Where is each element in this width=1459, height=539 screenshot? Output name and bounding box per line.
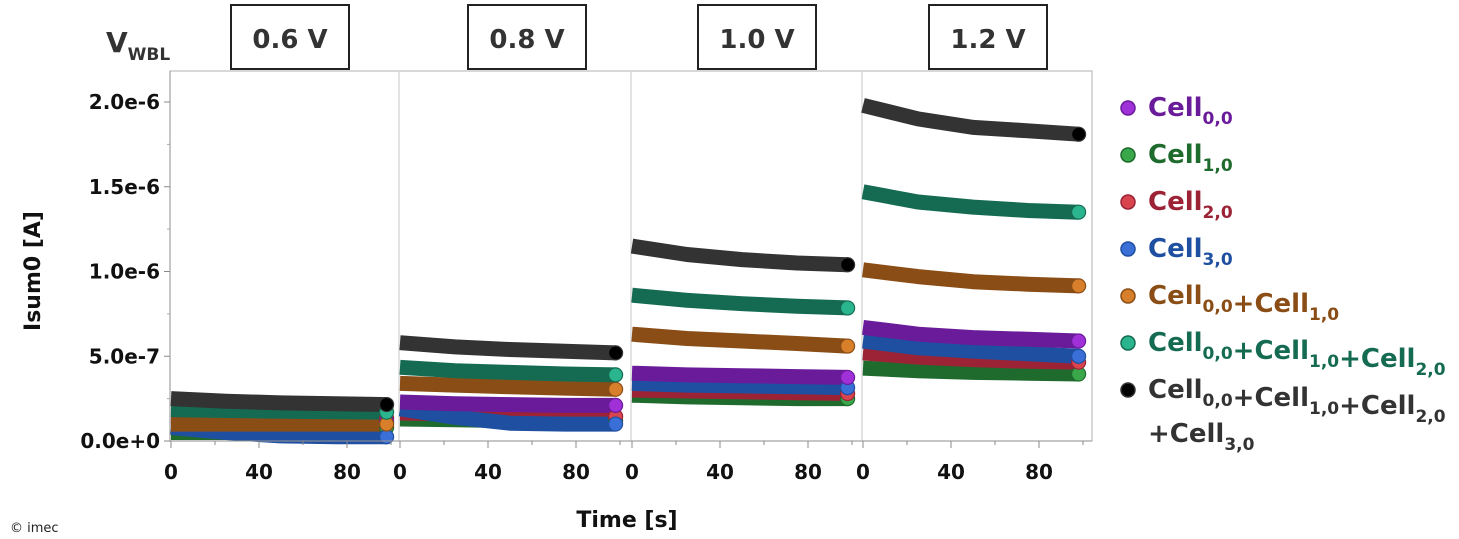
x-tick-label: 0 [625, 460, 639, 484]
legend-label: Cell1,0 [1148, 140, 1233, 176]
legend-marker-icon [1120, 100, 1136, 116]
series-end-marker [1070, 333, 1087, 349]
legend-item-c10: Cell1,0 [1120, 140, 1233, 176]
series-band [631, 287, 848, 316]
legend-label: Cell0,0+Cell1,0+Cell2,0 [1148, 375, 1446, 427]
x-axis-title: Time [s] [576, 508, 677, 533]
y-tick-label: 0.0e+0 [80, 429, 160, 453]
series-band [399, 394, 616, 413]
series-band [861, 184, 1079, 220]
voltage-label: 1.2 V [950, 25, 1025, 55]
legend-marker-icon [1120, 335, 1136, 351]
y-tick-label: 1.5e-6 [89, 175, 160, 199]
panel-dividers [398, 71, 863, 441]
series-band [399, 375, 616, 397]
y-axis: 0.0e+0 5.0e-7 1.0e-6 1.5e-6 2.0e-6 [80, 71, 171, 453]
legend-label-continued: +Cell3,0 [1148, 419, 1255, 455]
legend-label: Cell3,0 [1148, 234, 1233, 270]
series-end-marker [607, 381, 624, 397]
legend-item-c00_10_20_30: Cell0,0+Cell1,0+Cell2,0+Cell3,0 [1120, 375, 1446, 455]
legend-marker-icon [1120, 288, 1136, 304]
voltage-header: VWBL [106, 26, 170, 65]
legend-item-c30: Cell3,0 [1120, 234, 1233, 270]
series-band [631, 326, 848, 354]
x-tick-label: 80 [1025, 460, 1053, 484]
series-end-marker [607, 397, 624, 414]
series-end-marker [839, 338, 856, 354]
voltage-label: 0.8 V [489, 25, 564, 55]
y-tick-label: 5.0e-7 [89, 344, 160, 368]
series-end-marker [1070, 348, 1087, 364]
series-band [170, 391, 387, 413]
legend-marker-icon [1120, 147, 1136, 163]
x-tick-label: 0 [393, 460, 407, 484]
legend-label: Cell0,0+Cell1,0+Cell2,0 [1148, 328, 1446, 380]
series-end-marker [607, 345, 624, 361]
legend-label: Cell2,0 [1148, 187, 1233, 223]
x-tick-label: 40 [937, 460, 965, 484]
voltage-box-4: 1.2 V [928, 4, 1048, 70]
panel-4-series [861, 98, 1087, 382]
copyright-text: © imec [10, 521, 59, 536]
legend-item-c20: Cell2,0 [1120, 187, 1233, 223]
legend-item-c00_10: Cell0,0+Cell1,0 [1120, 281, 1339, 325]
voltage-box-1: 0.6 V [230, 4, 350, 70]
series-band [862, 262, 1079, 294]
series-band [862, 319, 1079, 349]
x-tick-label: 80 [794, 460, 822, 484]
series-end-marker [839, 257, 856, 273]
x-tick-label: 80 [562, 460, 590, 484]
series-band [631, 365, 848, 385]
y-tick-label: 1.0e-6 [89, 260, 160, 284]
voltage-label: 1.0 V [719, 25, 794, 55]
y-tick-label: 2.0e-6 [89, 90, 160, 114]
x-tick-label: 40 [474, 460, 502, 484]
series-band [861, 98, 1080, 142]
series-end-marker [607, 367, 624, 383]
voltage-label: 0.6 V [252, 25, 327, 55]
series-end-marker [379, 396, 395, 413]
series-layer [170, 98, 1087, 445]
series-band [399, 359, 616, 383]
x-tick-label: 0 [856, 460, 870, 484]
series-end-marker [839, 300, 856, 316]
panel-1-series [170, 391, 395, 445]
legend-marker-icon [1120, 241, 1136, 257]
x-tick-label: 40 [245, 460, 273, 484]
series-band [631, 375, 848, 396]
legend-label: Cell0,0+Cell1,0 [1148, 281, 1339, 325]
series-end-marker [607, 416, 624, 432]
series-band [862, 333, 1079, 364]
series-band [630, 238, 848, 273]
x-axis: 0 40 80 0 40 80 0 40 80 0 40 80 [164, 440, 1092, 484]
series-band [398, 401, 616, 432]
series-band [399, 335, 616, 361]
series-band [862, 360, 1079, 382]
legend: Cell0,0 Cell1,0 Cell2,0 Cell3,0 Cell0,0+Cell… [1120, 93, 1446, 455]
series-end-marker [1070, 126, 1087, 142]
x-tick-label: 0 [164, 460, 178, 484]
voltage-box-2: 0.8 V [467, 4, 587, 70]
voltage-boxes: 0.6 V 0.8 V 1.0 V 1.2 V [230, 4, 1048, 70]
legend-marker-icon [1120, 382, 1136, 398]
panel-3-series [630, 238, 856, 407]
legend-label: Cell0,0 [1148, 93, 1233, 129]
x-tick-label: 40 [706, 460, 734, 484]
legend-marker-icon [1120, 194, 1136, 210]
y-axis-title: Isum0 [A] [21, 211, 46, 331]
legend-item-c00_10_20: Cell0,0+Cell1,0+Cell2,0 [1120, 328, 1446, 380]
series-band [170, 402, 387, 420]
legend-item-c00: Cell0,0 [1120, 93, 1233, 129]
voltage-box-3: 1.0 V [697, 4, 817, 70]
vwbl-label: VWBL [106, 26, 170, 65]
x-tick-label: 80 [333, 460, 361, 484]
series-end-marker [1070, 278, 1087, 294]
series-end-marker [1070, 204, 1087, 220]
panel-2-series [398, 335, 624, 432]
series-end-marker [839, 369, 856, 386]
